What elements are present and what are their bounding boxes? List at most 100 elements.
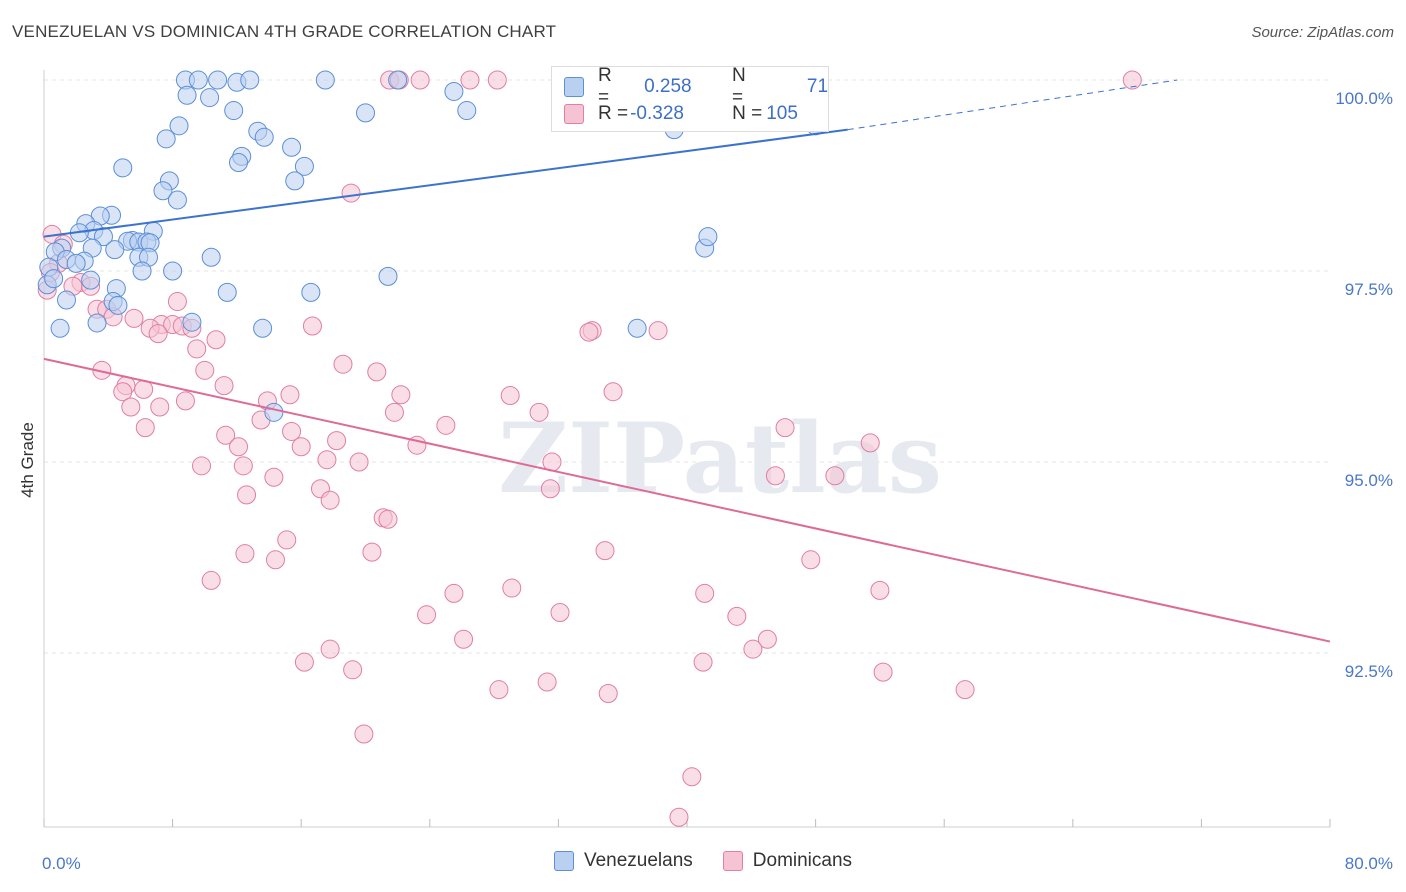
dominican-point: [603, 382, 623, 402]
venezuelan-trend-line: [43, 128, 848, 238]
dominican-point: [362, 542, 382, 562]
legend-swatch-venezuelans: [564, 77, 584, 97]
dominican-point: [444, 583, 464, 603]
legend-swatch-dominicans: [564, 104, 584, 124]
venezuelan-point: [388, 70, 408, 90]
venezuelan-point: [378, 266, 398, 286]
dominican-point: [264, 467, 284, 487]
venezuelan-point: [201, 247, 221, 267]
dominican-point: [595, 541, 615, 561]
dominican-point: [367, 362, 387, 382]
dominican-point: [1122, 70, 1142, 90]
venezuelan-point: [444, 81, 464, 101]
dominican-point: [320, 639, 340, 659]
venezuelan-point: [87, 313, 107, 333]
venezuelan-point: [264, 402, 284, 422]
dominican-point: [693, 652, 713, 672]
series-legend: Venezuelans Dominicans: [0, 850, 1406, 872]
venezuelan-point: [105, 240, 125, 260]
source-label: Source: ZipAtlas.com: [1251, 24, 1394, 41]
y-axis-label: 4th Grade: [18, 422, 37, 498]
dominican-point: [333, 354, 353, 374]
dominican-point: [150, 397, 170, 417]
dominican-point: [727, 606, 747, 626]
dominican-point: [206, 330, 226, 350]
venezuelan-point: [44, 269, 64, 289]
dominican-point: [291, 437, 311, 457]
r-label: R =: [598, 103, 629, 124]
y-tick-label: 92.5%: [1345, 662, 1393, 681]
legend-label-dominicans: Dominicans: [752, 850, 853, 871]
dominican-point: [302, 316, 322, 336]
x-ticks: [43, 819, 1331, 827]
dominican-trend-line: [43, 357, 1331, 643]
x-tick-label-min: 0.0%: [42, 854, 81, 873]
n-value: 71: [806, 76, 829, 97]
dominican-point: [775, 418, 795, 438]
y-tick-label: 97.5%: [1345, 280, 1393, 299]
venezuelan-point: [254, 127, 274, 147]
dominican-point: [529, 402, 549, 422]
dominican-point: [410, 70, 430, 90]
dominican-point: [873, 662, 893, 682]
venezuelan-point: [282, 137, 302, 157]
venezuelan-point: [108, 295, 128, 315]
legend-item-dominicans[interactable]: Dominicans: [722, 850, 853, 872]
dominican-point: [825, 466, 845, 486]
n-label: N =: [732, 103, 763, 124]
dominican-point: [436, 415, 456, 435]
venezuelan-point: [188, 70, 208, 90]
venezuelan-point: [93, 227, 113, 247]
dominican-point: [349, 452, 369, 472]
venezuelan-point: [163, 261, 183, 281]
r-value: 0.258: [644, 76, 692, 97]
venezuelan-point: [224, 101, 244, 121]
dominican-point: [955, 680, 975, 700]
venezuelan-point: [200, 88, 220, 108]
n-value: 105: [766, 103, 798, 124]
dominican-point: [540, 479, 560, 499]
dominican-point: [277, 530, 297, 550]
dominican-point: [417, 605, 437, 625]
dominican-point: [317, 450, 337, 470]
dominican-point: [801, 550, 821, 570]
dominican-point: [192, 456, 212, 476]
dominican-point: [454, 629, 474, 649]
dominican-point: [237, 485, 257, 505]
venezuelan-point: [356, 103, 375, 123]
venezuelan-point: [208, 70, 228, 90]
dominican-point: [537, 672, 557, 692]
dominican-point: [282, 421, 302, 441]
dominican-point: [195, 360, 215, 380]
correlation-legend: R = 0.258 N = 71 R = -0.328 N = 105: [551, 65, 829, 132]
dominican-point: [354, 724, 374, 744]
venezuelan-point: [315, 70, 335, 90]
dominican-point: [550, 603, 570, 623]
venezuelan-point: [698, 227, 718, 247]
dominican-point: [487, 70, 507, 90]
dominican-point: [648, 321, 668, 341]
venezuelan-point: [66, 253, 86, 273]
dominicans-points: [37, 70, 1142, 827]
venezuelan-point: [113, 158, 133, 178]
dominican-point: [216, 425, 236, 445]
venezuelan-trend-extension: [847, 79, 1178, 131]
dominican-point: [113, 382, 133, 402]
dominican-point: [391, 385, 411, 405]
legend-item-venezuelans[interactable]: Venezuelans: [553, 850, 693, 872]
venezuelan-point: [81, 270, 101, 290]
venezuelan-point: [217, 282, 237, 302]
venezuelan-point: [457, 101, 477, 121]
dominican-point: [765, 466, 785, 486]
legend-swatch-dominicans: [722, 851, 743, 871]
dominican-point: [294, 652, 314, 672]
dominican-point: [695, 583, 715, 603]
dominican-point: [265, 550, 285, 570]
y-tick-labels: 92.5% 95.0% 97.5% 100.0%: [1335, 89, 1393, 681]
dominican-point: [579, 322, 599, 342]
dominican-point: [135, 418, 155, 438]
dominican-point: [187, 339, 207, 359]
venezuelan-point: [177, 85, 197, 105]
dominican-point: [502, 578, 522, 598]
